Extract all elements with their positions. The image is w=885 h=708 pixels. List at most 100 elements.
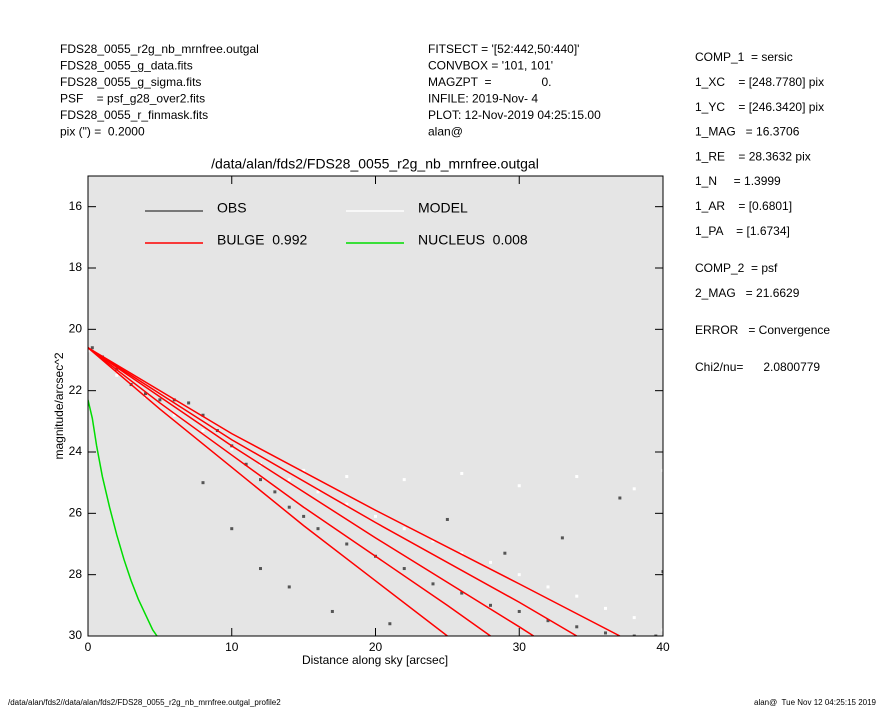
header-left-line: pix (") = 0.2000 — [60, 125, 145, 139]
y-tick-label: 28 — [69, 567, 83, 581]
data-point — [632, 634, 636, 636]
data-point — [661, 628, 663, 632]
data-point — [517, 609, 521, 613]
data-point — [115, 373, 119, 377]
data-point — [90, 346, 94, 350]
header-middle-line: FITSECT = '[52:442,50:440]' — [428, 42, 579, 56]
data-point — [230, 447, 234, 451]
data-point — [460, 591, 464, 595]
component-line: 1_PA = [1.6734] — [695, 224, 790, 238]
data-point — [431, 539, 435, 543]
y-axis-label: magnitude/arcsec^2 — [52, 352, 66, 459]
x-tick-label: 40 — [656, 640, 670, 654]
profile-line — [88, 347, 535, 636]
header-left-line: PSF = psf_g28_over2.fits — [60, 92, 205, 106]
component-line: COMP_1 = sersic — [695, 50, 793, 64]
data-point — [661, 570, 663, 574]
data-point — [460, 471, 464, 475]
data-point — [287, 585, 291, 589]
data-point — [316, 527, 320, 531]
header-left-line: FDS28_0055_r2g_nb_mrnfree.outgal — [60, 42, 259, 56]
data-point — [187, 401, 191, 405]
header-middle-line: INFILE: 2019-Nov- 4 — [428, 92, 538, 106]
data-point — [604, 606, 607, 610]
header-left-line: FDS28_0055_g_sigma.fits — [60, 75, 201, 89]
data-point — [575, 594, 579, 598]
header-middle-line: PLOT: 12-Nov-2019 04:25:15.00 — [428, 108, 601, 122]
y-tick-label: 18 — [69, 260, 83, 274]
data-point — [345, 502, 349, 506]
data-point — [88, 349, 90, 353]
data-point — [632, 487, 636, 491]
component-line: 2_MAG = 21.6629 — [695, 286, 800, 300]
data-point — [302, 468, 306, 472]
data-point — [374, 514, 377, 518]
data-point — [517, 484, 521, 488]
data-point — [273, 490, 277, 494]
data-point — [546, 585, 550, 589]
data-point — [172, 413, 176, 417]
component-line: COMP_2 = psf — [695, 261, 778, 275]
data-point — [460, 551, 464, 555]
data-point — [632, 616, 636, 620]
data-point — [489, 560, 492, 564]
chart-title: /data/alan/fds2/FDS28_0055_r2g_nb_mrnfre… — [211, 156, 539, 172]
header-middle-line: CONVBOX = '101, 101' — [428, 59, 553, 73]
y-tick-label: 24 — [69, 444, 83, 458]
data-point — [259, 478, 262, 482]
data-point — [618, 496, 622, 500]
y-tick-label: 20 — [69, 322, 83, 336]
data-point — [654, 634, 658, 636]
legend-label: OBS — [217, 200, 247, 216]
data-point — [503, 551, 507, 555]
footer-left: /data/alan/fds2//data/alan/fds2/FDS28_00… — [8, 698, 281, 707]
data-point — [259, 567, 262, 571]
data-point — [604, 631, 607, 635]
data-point — [402, 527, 406, 531]
y-tick-label: 16 — [69, 199, 83, 213]
data-point — [287, 505, 291, 509]
plot-area — [88, 176, 663, 636]
data-point — [230, 527, 234, 531]
y-tick-label: 26 — [69, 506, 83, 520]
profile-line — [88, 347, 448, 636]
data-point — [431, 582, 435, 586]
data-point — [489, 603, 492, 607]
component-line: ERROR = Convergence — [695, 323, 830, 337]
data-point — [144, 392, 147, 396]
data-point — [575, 475, 579, 479]
data-point — [201, 429, 205, 433]
legend-label: NUCLEUS 0.008 — [418, 232, 528, 248]
y-tick-label: 22 — [69, 383, 83, 397]
data-point — [345, 475, 349, 479]
header-middle-line: MAGZPT = 0. — [428, 75, 551, 89]
profile-line — [88, 347, 621, 636]
x-tick-label: 0 — [85, 640, 92, 654]
component-line: 1_RE = 28.3632 pix — [695, 149, 811, 163]
data-point — [661, 468, 663, 472]
data-point — [560, 536, 564, 540]
data-point — [244, 462, 248, 466]
data-point — [575, 625, 579, 629]
component-line: 1_N = 1.3999 — [695, 174, 781, 188]
data-point — [158, 398, 162, 402]
component-line: Chi2/nu= 2.0800779 — [695, 360, 820, 374]
data-point — [546, 619, 550, 623]
data-point — [302, 514, 306, 518]
component-line: 1_MAG = 16.3706 — [695, 125, 800, 139]
data-point — [388, 622, 392, 626]
x-tick-label: 10 — [225, 640, 239, 654]
component-line: 1_YC = [246.3420] pix — [695, 100, 824, 114]
profile-line — [88, 347, 491, 636]
data-point — [287, 478, 291, 482]
header-left-line: FDS28_0055_g_data.fits — [60, 59, 193, 73]
data-point — [402, 567, 406, 571]
x-tick-label: 20 — [369, 640, 383, 654]
x-tick-label: 30 — [513, 640, 527, 654]
data-point — [445, 517, 449, 521]
legend-label: MODEL — [418, 200, 468, 216]
header-middle-line: alan@ — [428, 125, 463, 139]
data-point — [201, 413, 205, 417]
